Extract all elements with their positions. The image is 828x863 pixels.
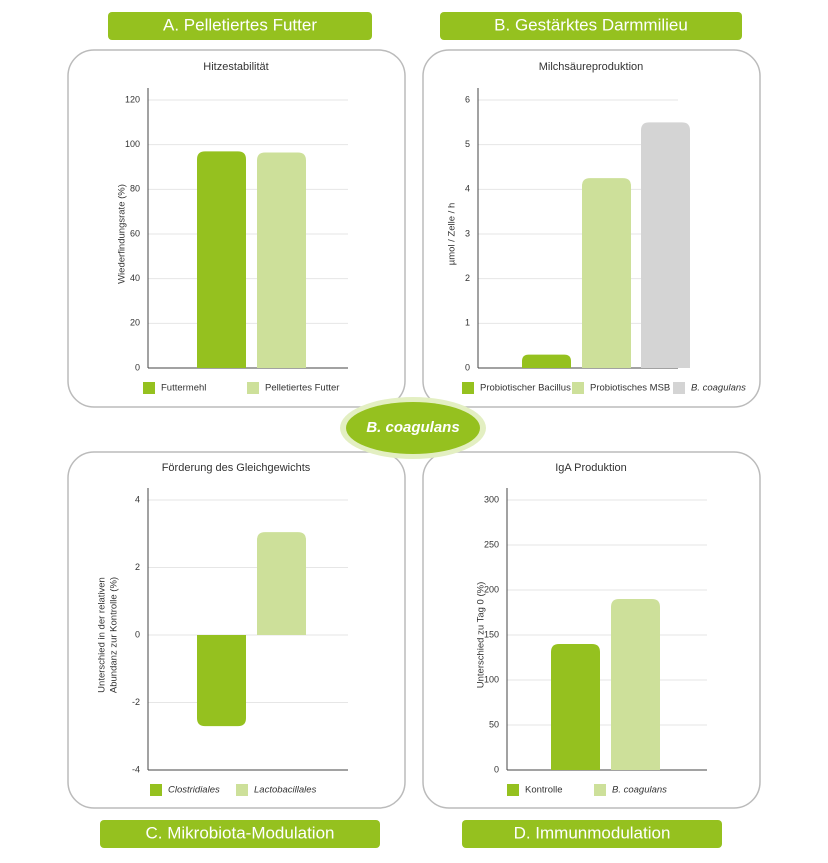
legend-label: Futtermehl (161, 383, 206, 394)
y-tick-label: 2 (135, 562, 140, 572)
y-tick-label: -2 (132, 697, 140, 707)
y-tick-label: 150 (484, 629, 499, 639)
legend-label: Probiotisches MSB (590, 383, 670, 394)
y-tick-label: 3 (465, 228, 470, 238)
legend-label: Clostridiales (168, 785, 220, 796)
y-tick-label: 80 (130, 184, 140, 194)
panel-pill (462, 820, 722, 848)
y-tick-label: 100 (484, 674, 499, 684)
y-tick-label: 120 (125, 94, 140, 104)
legend-label: Probiotischer Bacillus (480, 383, 571, 394)
legend-swatch (143, 382, 155, 394)
bar (197, 151, 246, 368)
y-tick-label: 250 (484, 539, 499, 549)
bar (522, 354, 571, 368)
bar (611, 599, 660, 770)
legend-label: Kontrolle (525, 785, 563, 796)
y-tick-label: 300 (484, 494, 499, 504)
bar (257, 152, 306, 368)
y-tick-label: 5 (465, 139, 470, 149)
center-label: B. coagulans (366, 419, 459, 436)
panel-title: B. Gestärktes Darmmilieu (494, 15, 688, 34)
panel-pill (100, 820, 380, 848)
legend-swatch (236, 784, 248, 796)
legend-swatch (462, 382, 474, 394)
y-tick-label: 0 (135, 629, 140, 639)
y-tick-label: 0 (135, 362, 140, 372)
y-axis-label: Wiederfindungsrate (%) (117, 184, 128, 284)
panel-frame (67, 451, 406, 809)
legend-swatch (572, 382, 584, 394)
center-badge (346, 402, 480, 454)
y-tick-label: 2 (465, 273, 470, 283)
y-axis-label: µmol / Zelle / h (447, 203, 458, 266)
y-tick-label: 1 (465, 318, 470, 328)
y-tick-label: 20 (130, 318, 140, 328)
chart-title: Hitzestabilität (203, 61, 268, 73)
chart-title: IgA Produktion (555, 462, 627, 474)
bar (551, 644, 600, 770)
y-tick-label: -4 (132, 764, 140, 774)
y-tick-label: 6 (465, 94, 470, 104)
panel-title: C. Mikrobiota-Modulation (146, 823, 335, 842)
y-axis-label: Unterschied in der relativen (97, 577, 108, 693)
y-tick-label: 100 (125, 139, 140, 149)
y-axis-label: Abundanz zur Kontrolle (%) (109, 577, 120, 693)
y-axis-label: Unterschied zu Tag 0 (%) (476, 582, 487, 689)
chart-title: Förderung des Gleichgewichts (162, 462, 311, 474)
legend-swatch (594, 784, 606, 796)
bar (257, 532, 306, 635)
panel-pill (440, 12, 742, 40)
panel-title: A. Pelletiertes Futter (163, 15, 317, 34)
legend-swatch (150, 784, 162, 796)
bar (582, 178, 631, 368)
y-tick-label: 200 (484, 584, 499, 594)
legend-label: Lactobacillales (254, 785, 317, 796)
legend-swatch (673, 382, 685, 394)
legend-swatch (247, 382, 259, 394)
y-tick-label: 40 (130, 273, 140, 283)
y-tick-label: 0 (494, 764, 499, 774)
bar (197, 635, 246, 727)
bar (641, 122, 690, 368)
legend-swatch (507, 784, 519, 796)
y-tick-label: 0 (465, 362, 470, 372)
legend-label: B. coagulans (691, 383, 746, 394)
panel-title: D. Immunmodulation (514, 823, 671, 842)
y-tick-label: 60 (130, 228, 140, 238)
legend-label: Pelletiertes Futter (265, 383, 339, 394)
chart-title: Milchsäureproduktion (539, 61, 644, 73)
y-tick-label: 4 (465, 184, 470, 194)
y-tick-label: 50 (489, 719, 499, 729)
panel-pill (108, 12, 372, 40)
legend-label: B. coagulans (612, 785, 667, 796)
y-tick-label: 4 (135, 494, 140, 504)
